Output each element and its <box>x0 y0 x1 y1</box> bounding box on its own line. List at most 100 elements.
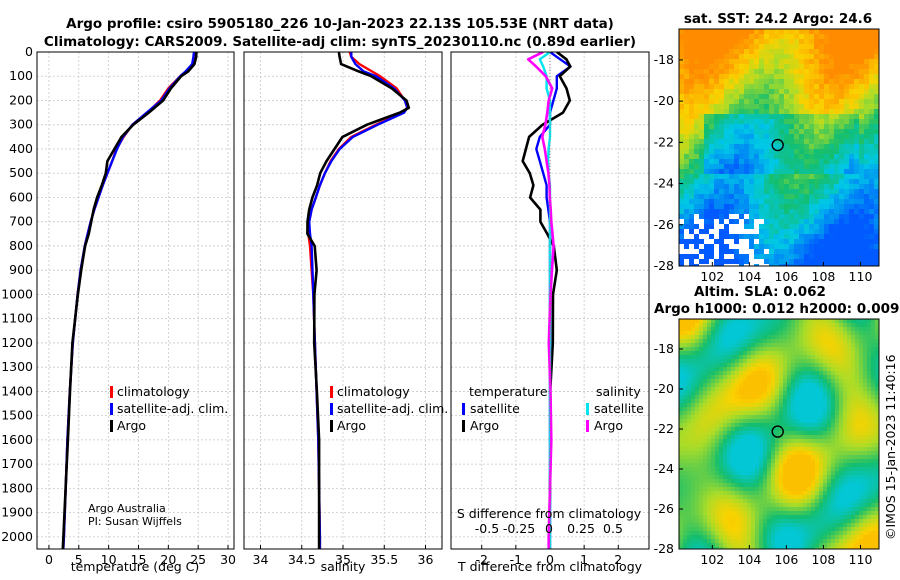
map-cell <box>839 259 845 265</box>
map-cell <box>699 109 705 115</box>
map-cell <box>831 479 836 484</box>
map-cell <box>859 451 864 456</box>
map-cell <box>835 347 840 352</box>
map-cell <box>859 204 865 210</box>
map-cell <box>855 483 860 488</box>
map-cell <box>803 411 808 416</box>
map-cell <box>809 134 815 140</box>
map-cell <box>767 471 772 476</box>
map-cell <box>684 259 690 265</box>
map-cell <box>723 479 728 484</box>
map-cell <box>819 411 824 416</box>
map-cell <box>679 435 684 440</box>
map-cell <box>679 214 685 220</box>
map-cell <box>774 69 780 75</box>
map-cell <box>715 519 720 524</box>
map-cell <box>683 407 688 412</box>
map-cell <box>683 383 688 388</box>
map-cell <box>863 367 868 372</box>
map-cell <box>835 387 840 392</box>
map-cell <box>784 89 790 95</box>
map-cell <box>859 109 865 115</box>
map-cell <box>711 427 716 432</box>
map-cell <box>843 367 848 372</box>
map-cell <box>784 64 790 70</box>
map-cell <box>724 219 730 225</box>
map-cell <box>834 99 840 105</box>
map-cell <box>719 519 724 524</box>
map-cell <box>791 403 796 408</box>
map-cell <box>779 134 785 140</box>
map-cell <box>764 199 770 205</box>
map-cell <box>844 139 850 145</box>
map-cell <box>715 547 720 549</box>
map-cell <box>867 339 872 344</box>
map-cell <box>775 471 780 476</box>
map-cell <box>803 375 808 380</box>
map-cell <box>691 463 696 468</box>
map-cell <box>691 371 696 376</box>
map-cell <box>691 439 696 444</box>
map-cell <box>739 29 745 35</box>
map-cell <box>699 209 705 215</box>
map-cell <box>723 375 728 380</box>
map-cell <box>771 547 776 549</box>
map-cell <box>751 331 756 336</box>
map-cell <box>747 387 752 392</box>
map-cell <box>824 239 830 245</box>
map-cell <box>694 64 700 70</box>
map-cell <box>694 264 700 266</box>
map-cell <box>839 194 845 200</box>
map-cell <box>689 69 695 75</box>
map-cell <box>819 343 824 348</box>
map-cell <box>719 471 724 476</box>
map-cell <box>827 507 832 512</box>
map-cell <box>769 119 775 125</box>
map-cell <box>691 483 696 488</box>
map-cell <box>859 455 864 460</box>
map-cell <box>763 403 768 408</box>
map-cell <box>847 363 852 368</box>
map-cell <box>684 169 690 175</box>
map-cell <box>784 49 790 55</box>
map-cell <box>679 259 685 265</box>
map-cell <box>754 49 760 55</box>
map-cell <box>694 84 700 90</box>
map-cell <box>769 209 775 215</box>
map-cell <box>814 119 820 125</box>
map-cell <box>819 64 825 70</box>
map-cell <box>694 34 700 40</box>
map-cell <box>823 351 828 356</box>
map-cell <box>847 407 852 412</box>
map-cell <box>834 199 840 205</box>
map-cell <box>751 487 756 492</box>
map-cell <box>679 499 684 504</box>
map-cell <box>783 387 788 392</box>
map-cell <box>775 339 780 344</box>
map-cell <box>859 139 865 145</box>
map-cell <box>719 355 724 360</box>
map-cell <box>847 463 852 468</box>
map-cell <box>775 495 780 500</box>
map-cell <box>795 343 800 348</box>
map-cell <box>691 335 696 340</box>
map-cell <box>874 79 879 85</box>
series-climatology <box>307 52 409 549</box>
map-cell <box>747 395 752 400</box>
map-cell <box>775 451 780 456</box>
map-cell <box>699 535 704 540</box>
map-cell <box>769 59 775 65</box>
map-cell <box>814 49 820 55</box>
map-cell <box>875 431 879 436</box>
map-cell <box>687 367 692 372</box>
map-cell <box>759 399 764 404</box>
map-cell <box>849 174 855 180</box>
map-cell <box>703 535 708 540</box>
map-cell <box>723 339 728 344</box>
map-cell <box>875 343 879 348</box>
map-cell <box>807 539 812 544</box>
map-cell <box>799 139 805 145</box>
map-cell <box>764 144 770 150</box>
map-cell <box>804 259 810 265</box>
map-cell <box>819 367 824 372</box>
